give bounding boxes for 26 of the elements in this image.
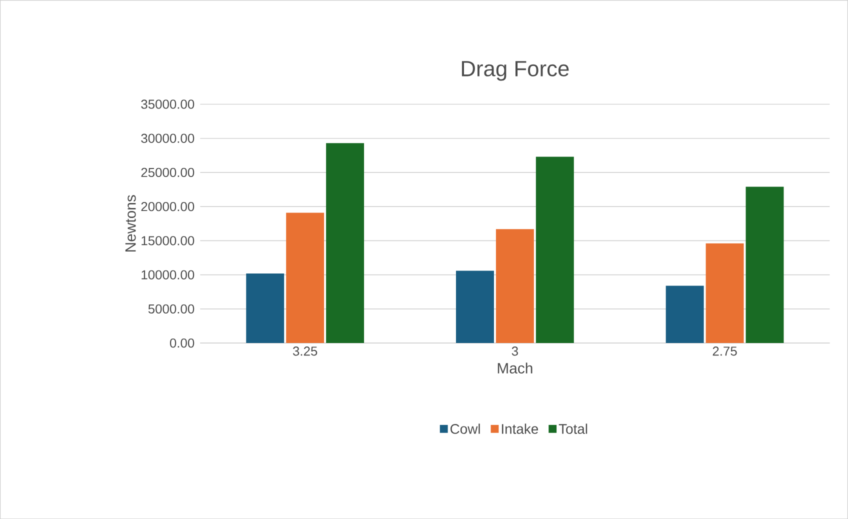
bar [536,156,574,343]
legend-label: Intake [502,424,538,434]
bar [246,273,284,343]
bar [496,228,534,343]
bar [286,212,324,343]
y-tick-label: 25000.00 [141,168,194,177]
x-tick-label: 3.25 [292,346,318,356]
y-tick-label: 35000.00 [141,100,194,109]
x-tick-label: 3 [512,346,518,356]
y-tick-label: 10000.00 [142,270,194,280]
bar [456,270,494,343]
y-tick-label: 30000.00 [141,134,194,143]
y-tick-label: 15000.00 [142,236,194,246]
y-tick-label: 0.00 [170,338,194,348]
x-tick-label: 2.75 [712,346,737,356]
x-axis-title: Mach [498,362,532,374]
legend-label: Cowl [450,424,480,434]
bar [666,286,704,343]
bar [326,143,364,343]
bar [706,243,744,343]
y-tick-label: 5000.00 [148,304,194,314]
legend-label: Total [558,424,588,434]
bar [746,186,784,343]
chart-title: Drag Force [462,61,569,81]
y-tick-label: 20000.00 [141,202,194,212]
y-axis-title: Newtons [125,195,136,252]
